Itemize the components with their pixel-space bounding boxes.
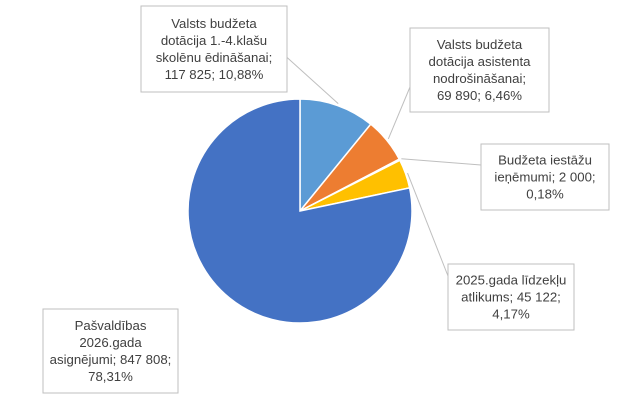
- data-label-budzeta-iestazu-ienemumi: Budžeta iestāžu ieņēmumi; 2 000; 0,18%: [480, 143, 610, 211]
- pie-slices: [187, 98, 413, 324]
- data-label-text-line: 69 890; 6,46%: [437, 88, 522, 103]
- leader-line-valsts-budzeta-dotacija-asistenta: [387, 86, 411, 140]
- data-label-pasvaldibas-2026-gada-asignejumi: Pašvaldības 2026.gada asignējumi; 847 808;…: [42, 308, 179, 394]
- data-label-text-line: 4,17%: [492, 307, 530, 322]
- data-label-2025-gada-lidzeklu-atlikums: 2025.gada līdzekļu atlikums; 45 122; 4,17%: [447, 263, 575, 331]
- data-label-text-line: 117 825; 10,88%: [165, 67, 264, 82]
- data-label-box: [140, 5, 288, 93]
- data-label-text-line: dotācija asistenta: [429, 54, 532, 69]
- leader-line-budzeta-iestazu-ienemumi: [401, 158, 482, 166]
- data-label-box: [42, 308, 179, 394]
- data-label-text-line: 2025.gada līdzekļu: [456, 273, 567, 288]
- data-label-box: [447, 263, 575, 331]
- data-label-text-line: Budžeta iestāžu: [498, 153, 592, 168]
- data-label-text-line: 2026.gada: [79, 335, 142, 350]
- data-label-box: [480, 143, 610, 211]
- pie-slice-pasvaldibas-2026-gada-asignejumi: [187, 98, 413, 324]
- data-label-text-line: dotācija 1.-4.klašu: [161, 33, 267, 48]
- data-label-valsts-budzeta-dotacija-asistenta: Valsts budžeta dotācija asistenta nodrošin…: [409, 27, 550, 113]
- data-label-text-line: 78,31%: [88, 369, 133, 384]
- leader-line-2025-gada-lidzeklu-atlikums: [407, 172, 449, 277]
- leader-line-valsts-budzeta-dotacija-1-4: [280, 51, 339, 104]
- pie-slice-valsts-budzeta-dotacija-1-4: [299, 98, 372, 214]
- data-labels: Valsts budžeta dotācija 1.-4.klašu skolēnu…: [42, 5, 610, 394]
- data-label-valsts-budzeta-dotacija-1-4: Valsts budžeta dotācija 1.-4.klašu skolēnu…: [140, 5, 288, 93]
- data-label-text-line: skolēnu ēdināšanai;: [156, 50, 273, 65]
- data-label-text-line: ieņēmumi; 2 000;: [494, 170, 595, 185]
- data-label-text-line: Valsts budžeta: [437, 37, 523, 52]
- data-label-text-line: Pašvaldības: [75, 318, 147, 333]
- data-label-text-line: asignējumi; 847 808;: [50, 352, 172, 367]
- data-label-box: [409, 27, 550, 113]
- data-label-text-line: atlikums; 45 122;: [461, 290, 561, 305]
- data-label-text-line: Valsts budžeta: [171, 16, 257, 31]
- data-label-text-line: 0,18%: [526, 187, 564, 202]
- data-label-text-line: nodrošināšanai;: [433, 71, 526, 86]
